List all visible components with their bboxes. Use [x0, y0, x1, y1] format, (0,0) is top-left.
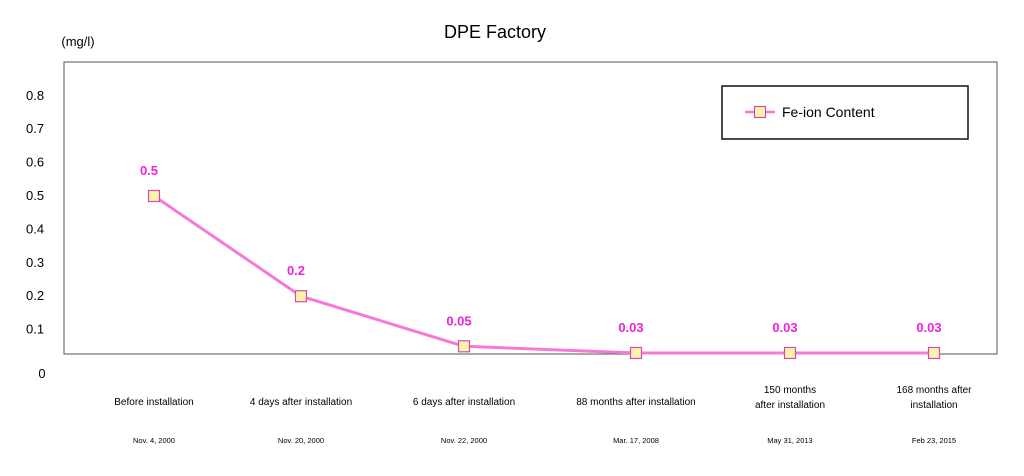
x-category-label: 150 months [764, 385, 816, 396]
data-point [457, 340, 471, 353]
data-point [294, 290, 308, 303]
data-point [629, 346, 643, 360]
x-category-label: 6 days after installation [413, 397, 515, 408]
x-date-label: Nov. 4, 2000 [133, 436, 175, 445]
data-label: 0.5 [140, 163, 158, 178]
series-layer: 0.5 0.2 0.05 0.03 0.03 0.03 [140, 163, 942, 360]
data-point [783, 346, 797, 360]
y-tick-label: 0.6 [26, 155, 44, 170]
x-date-label: May 31, 2013 [767, 436, 812, 445]
x-category-label: 4 days after installation [250, 397, 352, 408]
y-tick-label: 0.3 [26, 255, 44, 270]
data-point [927, 346, 941, 360]
series-line [153, 194, 934, 355]
y-tick-label: 0.8 [26, 88, 44, 103]
x-date-label: Nov. 22, 2000 [441, 436, 487, 445]
legend-marker [753, 105, 767, 119]
x-category-label: 88 months after installation [576, 397, 696, 408]
y-axis: 0 0.1 0.2 0.3 0.4 0.5 0.6 0.7 0.8 [26, 88, 46, 381]
data-point [147, 189, 161, 203]
y-tick-label: 0.4 [26, 221, 44, 236]
y-tick-label: 0.1 [26, 322, 44, 337]
legend: Fe-ion Content [721, 85, 969, 140]
plot-area [63, 61, 998, 355]
x-date-label: Feb 23, 2015 [912, 436, 956, 445]
data-label: 0.03 [618, 320, 643, 335]
data-label: 0.03 [772, 320, 797, 335]
data-label: 0.03 [916, 320, 941, 335]
data-label: 0.05 [446, 313, 471, 328]
x-date-label: Mar. 17, 2008 [613, 436, 659, 445]
y-tick-label: 0.7 [26, 121, 44, 136]
x-category-label: installation [910, 400, 957, 411]
x-category-label: 168 months after [896, 385, 972, 396]
y-tick-label: 0 [38, 366, 45, 381]
y-tick-label: 0.2 [26, 288, 44, 303]
unit-label: (mg/l) [61, 34, 94, 49]
data-label: 0.2 [287, 263, 305, 278]
x-category-label: Before installation [114, 397, 194, 408]
x-category-label: after installation [755, 400, 825, 411]
x-axis: Before installation Nov. 4, 2000 4 days af… [114, 385, 972, 445]
legend-entry: Fe-ion Content [782, 104, 875, 120]
x-date-label: Nov. 20, 2000 [278, 436, 324, 445]
chart-title: DPE Factory [444, 22, 546, 42]
y-tick-label: 0.5 [26, 188, 44, 203]
